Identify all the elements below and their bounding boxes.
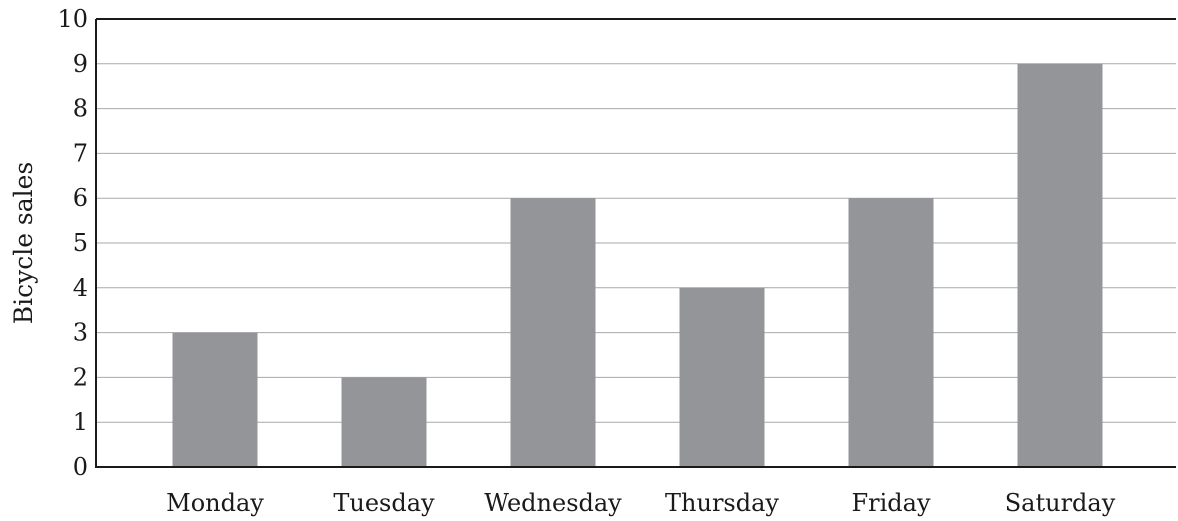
- y-tick-label: 6: [73, 184, 88, 212]
- bar-thursday: [679, 287, 765, 467]
- category-label-wednesday: Wednesday: [484, 489, 622, 517]
- bar-wednesday: [510, 198, 596, 467]
- y-tick-label: 8: [73, 95, 88, 123]
- y-tick-labels: 0 1 2 3 4 5 6 7 8 9 10: [57, 5, 88, 481]
- y-tick-label: 7: [73, 139, 88, 167]
- y-tick-label: 10: [57, 5, 88, 33]
- gridlines: [96, 63, 1176, 423]
- y-axis-title: Bicycle sales: [9, 162, 38, 325]
- y-tick-label: 2: [73, 363, 88, 391]
- bar-saturday: [1017, 63, 1103, 468]
- y-tick-label: 9: [73, 50, 88, 78]
- category-labels: Monday Tuesday Wednesday Thursday Friday Satu…: [166, 489, 1116, 517]
- bars: [172, 63, 1103, 468]
- plot-frame: [95, 18, 1176, 468]
- y-tick-label: 3: [73, 319, 88, 347]
- category-label-tuesday: Tuesday: [333, 489, 435, 517]
- category-label-thursday: Thursday: [665, 489, 779, 517]
- bar-tuesday: [341, 377, 427, 467]
- category-label-friday: Friday: [851, 489, 930, 517]
- bar-monday: [172, 332, 258, 467]
- category-label-saturday: Saturday: [1005, 489, 1116, 517]
- y-tick-label: 4: [73, 274, 88, 302]
- y-tick-label: 1: [73, 408, 88, 436]
- y-tick-label: 0: [73, 453, 88, 481]
- y-tick-label: 5: [73, 229, 88, 257]
- bar-friday: [848, 198, 934, 467]
- category-label-monday: Monday: [166, 489, 264, 517]
